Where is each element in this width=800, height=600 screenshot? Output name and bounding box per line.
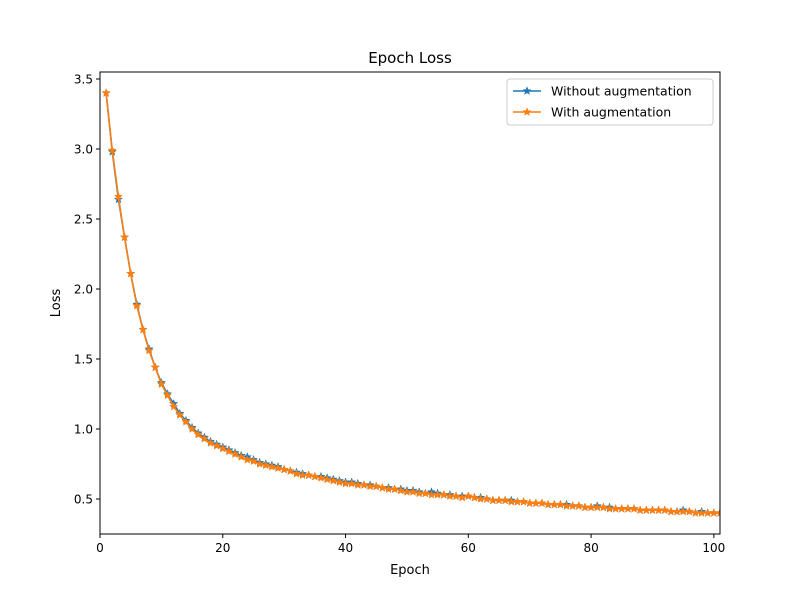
series-2-point xyxy=(236,452,246,461)
legend-label: With augmentation xyxy=(551,105,671,120)
series-2-point xyxy=(482,494,492,503)
series-2-point xyxy=(537,498,547,508)
x-axis-label: Epoch xyxy=(390,563,430,578)
series-2-point xyxy=(144,345,154,355)
series-2-point xyxy=(420,488,431,498)
y-tick-label: 3.5 xyxy=(74,73,93,87)
series-2-point xyxy=(107,145,117,155)
series-2-point xyxy=(175,410,185,419)
y-tick-label: 2.0 xyxy=(74,283,93,297)
series-2-point xyxy=(218,443,228,453)
series-2-point xyxy=(334,477,345,487)
legend-swatch-marker xyxy=(522,86,532,95)
series-2-point xyxy=(199,433,210,443)
series-2-point xyxy=(518,496,529,506)
series-2-point xyxy=(347,478,357,488)
series-2-point xyxy=(715,508,720,517)
series-2-point xyxy=(457,492,467,502)
series-2-point xyxy=(328,475,338,485)
series-2-point xyxy=(181,417,191,426)
series-2-point xyxy=(230,449,240,459)
x-tick-label: 80 xyxy=(583,541,598,555)
x-tick-label: 0 xyxy=(96,541,104,555)
series-2-point xyxy=(310,471,320,481)
series-2-point xyxy=(126,268,136,278)
series-2-point xyxy=(248,456,259,466)
series-2 xyxy=(101,88,720,517)
chart-title: Epoch Loss xyxy=(368,49,452,67)
series-2-point xyxy=(439,489,449,499)
series-2-point xyxy=(408,487,418,496)
series-2-point xyxy=(660,505,670,515)
x-tick-label: 40 xyxy=(338,541,353,555)
series-2-point xyxy=(629,503,639,513)
series-2-point xyxy=(377,482,388,492)
series-2-point xyxy=(162,390,173,400)
legend-box xyxy=(506,78,714,126)
series-2-point xyxy=(193,429,203,439)
series-2-point xyxy=(285,466,295,475)
y-tick-label: 1.0 xyxy=(74,423,93,437)
series-2-point xyxy=(242,454,252,464)
y-tick-label: 1.5 xyxy=(74,353,93,367)
series-2-point xyxy=(598,502,609,512)
series-2-point xyxy=(469,492,480,502)
y-axis-label: Loss xyxy=(49,289,64,318)
series-2-point xyxy=(261,460,271,470)
series-2-point xyxy=(205,438,216,447)
series-2-point xyxy=(316,473,326,482)
series-2-point xyxy=(168,401,179,411)
series-2-point xyxy=(132,300,142,310)
x-tick-label: 20 xyxy=(215,541,230,555)
y-tick-label: 2.5 xyxy=(74,213,93,227)
series-2-point xyxy=(211,440,222,450)
x-tick-label: 100 xyxy=(702,541,725,555)
series-2-point xyxy=(291,468,302,478)
y-tick-label: 0.5 xyxy=(74,493,93,507)
series-2-point xyxy=(156,379,167,389)
series-2-point xyxy=(267,461,277,471)
axes-frame xyxy=(99,71,721,535)
series-2-point xyxy=(279,464,289,474)
series-2-point xyxy=(187,424,197,433)
series-2-point xyxy=(359,480,369,489)
axes: 0 20 40 60 80 100 0.5 1.0 1.5 2.0 2.5 3.0 3.5 xyxy=(74,71,725,555)
legend-swatch-marker xyxy=(522,107,532,116)
legend: Without augmentation With augmentation xyxy=(506,78,714,126)
series-2-point xyxy=(371,481,381,491)
series-2-point xyxy=(555,499,566,509)
series-2-point xyxy=(119,232,130,242)
series-2-point xyxy=(150,362,160,372)
series-2-point xyxy=(138,324,148,334)
series-2-point xyxy=(389,484,400,494)
series-2-point xyxy=(322,474,332,484)
series-2-point xyxy=(396,485,406,495)
series-2-point xyxy=(254,459,265,468)
y-tick-label: 3.0 xyxy=(74,143,93,157)
plot-area xyxy=(101,88,720,517)
series-2-point xyxy=(224,446,234,456)
x-tick-label: 60 xyxy=(461,541,476,555)
legend-label: Without augmentation xyxy=(551,84,692,99)
series-2-point xyxy=(273,463,283,473)
series-2-point xyxy=(684,506,694,516)
series-2-point xyxy=(451,491,461,501)
series-2-point xyxy=(574,501,584,510)
series-2-point xyxy=(304,470,314,480)
series-2-point xyxy=(113,191,124,201)
series-2-point xyxy=(500,495,510,505)
series-2-point xyxy=(101,88,111,97)
series-2-point xyxy=(463,491,473,501)
